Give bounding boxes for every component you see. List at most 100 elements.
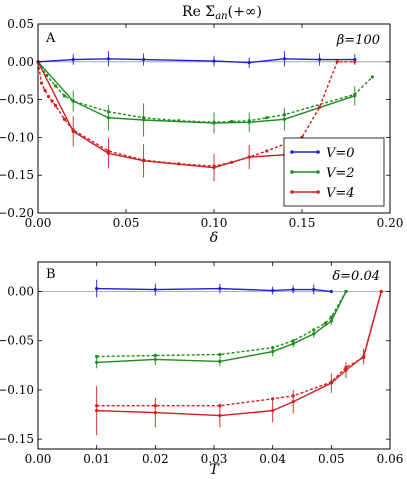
data-point: [54, 84, 58, 88]
data-point: [218, 413, 222, 418]
data-point: [282, 117, 286, 121]
series-line: [96, 291, 382, 407]
data-point: [329, 380, 333, 384]
figure-title-main: Re Σ: [182, 4, 215, 20]
data-point: [312, 332, 316, 336]
series-line: [37, 61, 373, 123]
data-point: [312, 328, 316, 332]
series-v-4: [95, 289, 383, 436]
data-point: [335, 60, 339, 64]
data-point: [218, 286, 222, 291]
panel-a-chart: 0.00 0.05 0.10 0.15 0.20 0.05 0.00 −0.05 −0.10 −0…: [0, 17, 403, 246]
series-v-0: [95, 279, 333, 298]
data-point: [344, 365, 348, 369]
data-point: [50, 99, 54, 103]
data-point: [142, 57, 146, 62]
data-point: [62, 94, 66, 98]
figure-title-tail: (+∞): [228, 4, 262, 20]
data-point: [247, 60, 251, 65]
data-point: [329, 289, 333, 294]
y-tick-label: 0.00: [7, 55, 34, 69]
y-tick-label: −0.20: [0, 206, 34, 220]
series-line: [96, 291, 382, 417]
data-point: [43, 88, 47, 93]
y-tick-label: −0.15: [0, 168, 34, 182]
legend: V=0 V=2 V=4: [283, 137, 385, 207]
data-point: [95, 360, 99, 364]
data-point: [153, 404, 157, 408]
x-tick-label: 0.20: [377, 216, 404, 230]
data-point: [106, 116, 110, 120]
legend-marker: [290, 190, 294, 194]
x-tick-label: 0.05: [318, 452, 345, 466]
data-point: [62, 117, 66, 121]
data-point: [95, 404, 99, 408]
data-point: [106, 110, 110, 114]
series-line: [96, 291, 347, 358]
data-point: [212, 59, 216, 63]
data-point: [344, 289, 348, 294]
x-tick-label: 0.06: [377, 452, 404, 466]
x-tick-label: 0.01: [83, 452, 110, 466]
data-point: [142, 158, 146, 162]
data-point: [95, 286, 99, 291]
data-point: [282, 57, 286, 61]
data-point: [95, 354, 99, 359]
series-v-4-dashed-: [95, 289, 383, 408]
data-point: [71, 128, 75, 132]
panel-b-chart: 0.00 0.01 0.02 0.03 0.04 0.05 0.06 0.00 −0.05 −0.…: [0, 261, 404, 478]
data-point: [271, 288, 275, 293]
data-point: [353, 92, 357, 96]
legend-label: V=2: [326, 166, 355, 181]
data-point: [142, 118, 146, 122]
data-point: [54, 104, 58, 108]
data-point: [212, 120, 216, 124]
data-point: [329, 319, 333, 323]
series-v-0: [36, 51, 357, 68]
data-point: [106, 151, 110, 155]
data-point: [46, 94, 51, 99]
data-point: [153, 410, 157, 415]
legend-marker: [316, 190, 320, 194]
data-point: [323, 321, 328, 325]
legend-label: V=0: [326, 146, 355, 161]
data-point: [230, 119, 234, 124]
figure-title: Re Σan(+∞): [182, 4, 262, 22]
legend-marker: [290, 170, 294, 174]
data-point: [212, 164, 216, 168]
data-point: [177, 119, 181, 123]
x-tick-label: 0.15: [289, 216, 316, 230]
data-point: [282, 113, 286, 117]
data-point: [218, 359, 222, 364]
y-tick-label: 0.05: [7, 17, 34, 31]
data-point: [362, 355, 366, 360]
data-point: [153, 357, 157, 362]
data-point: [318, 105, 322, 109]
series-line: [37, 61, 356, 124]
data-point: [370, 75, 374, 79]
data-point: [379, 289, 383, 294]
data-point: [218, 352, 222, 357]
y-tick-label: 0.00: [7, 285, 34, 299]
data-point: [153, 287, 157, 292]
legend-marker: [316, 170, 320, 174]
x-tick-label: 0.05: [113, 216, 140, 230]
data-point: [142, 116, 146, 120]
data-point: [230, 160, 234, 164]
y-tick-label: −0.15: [0, 432, 34, 446]
x-axis-label: δ: [210, 230, 218, 246]
data-point: [312, 287, 316, 292]
x-tick-label: 0.10: [201, 216, 228, 230]
x-tick-label: 0.00: [25, 216, 52, 230]
data-point: [95, 409, 99, 413]
data-point: [265, 116, 269, 120]
y-tick-label: −0.05: [0, 334, 34, 348]
data-point: [291, 339, 295, 343]
data-point: [247, 119, 251, 123]
data-point: [106, 149, 110, 153]
series-v-2-dashed-: [36, 60, 374, 124]
data-point: [218, 404, 222, 408]
series-v-2-dashed-: [95, 289, 348, 359]
parameter-label: β=100: [336, 33, 380, 48]
plot-frame: [37, 261, 391, 450]
